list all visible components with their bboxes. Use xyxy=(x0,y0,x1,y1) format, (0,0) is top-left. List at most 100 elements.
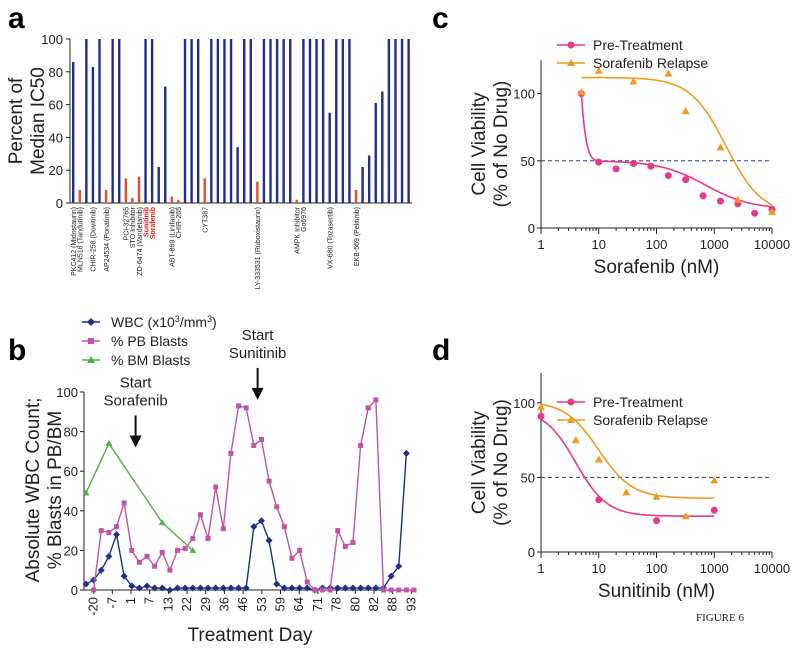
panel-letter-c: c xyxy=(432,2,449,35)
data-point xyxy=(297,547,303,553)
data-point xyxy=(114,524,120,530)
bar xyxy=(282,39,285,203)
data-point xyxy=(106,530,112,536)
legend-entry: Pre-Treatment xyxy=(593,394,683,410)
bar xyxy=(124,178,128,203)
data-point xyxy=(266,478,272,484)
bar xyxy=(321,39,325,203)
data-point xyxy=(128,582,136,590)
legend-marker xyxy=(567,41,575,49)
data-point xyxy=(204,584,212,592)
drug-label: EKB-569 (Pelitinib) xyxy=(354,207,361,266)
x-tick-label: 1 xyxy=(123,597,138,604)
legend: WBC (x103/mm3) % PB Blasts % BM Blasts xyxy=(82,314,217,368)
x-axis-title: Sunitinib (nM) xyxy=(598,581,715,602)
data-point xyxy=(327,587,333,593)
y-tick-label: 80 xyxy=(64,425,78,440)
data-point xyxy=(387,572,395,580)
x-tick-label: 10000 xyxy=(754,237,790,252)
x-tick-label: 29 xyxy=(198,597,213,611)
drug-label: VX-680 (Tozasertib) xyxy=(328,207,335,269)
data-point xyxy=(166,586,174,594)
x-tick-label: 100 xyxy=(646,561,668,576)
y-tick-label: 40 xyxy=(64,504,78,519)
legend-entry: WBC (x103/mm3) xyxy=(111,314,217,330)
fit-curve xyxy=(581,76,773,206)
drug-label: Sunitinib xyxy=(143,207,150,237)
bar xyxy=(203,178,206,203)
data-point xyxy=(97,566,105,574)
data-point xyxy=(681,512,690,520)
data-point xyxy=(395,562,403,570)
data-point xyxy=(349,584,357,592)
bar xyxy=(111,39,114,203)
x-tick-label: 10 xyxy=(592,561,606,576)
legend: Pre-Treatment Sorafenib Relapse xyxy=(557,37,708,71)
fit-curve xyxy=(540,403,715,500)
bar xyxy=(400,39,404,203)
data-point xyxy=(129,547,135,553)
data-point xyxy=(350,539,356,545)
panel-letter-a: a xyxy=(8,2,25,35)
x-tick-label: 1000 xyxy=(700,561,729,576)
data-point xyxy=(373,397,379,403)
data-point xyxy=(388,587,394,593)
x-tick-label: -20 xyxy=(86,597,101,616)
annotation-arrow-head xyxy=(251,387,264,400)
data-point xyxy=(664,69,673,77)
bar xyxy=(269,39,272,203)
y-tick-label: 100 xyxy=(41,32,63,47)
legend-entry: Pre-Treatment xyxy=(593,37,683,53)
data-point xyxy=(595,496,603,504)
drug-label: PCI-32765 xyxy=(124,207,131,241)
data-point xyxy=(595,158,603,166)
y-tick-label: 50 xyxy=(521,470,535,485)
data-point xyxy=(235,584,243,592)
drug-label: AMPK Inhibitor xyxy=(295,206,302,253)
data-point xyxy=(664,172,672,180)
bar xyxy=(137,176,141,203)
data-point xyxy=(281,524,287,530)
data-point xyxy=(181,584,189,592)
y-tick-label: 20 xyxy=(49,163,63,178)
bar xyxy=(118,39,121,203)
data-point xyxy=(98,528,104,534)
data-point xyxy=(652,492,661,500)
legend-entry: % PB Blasts xyxy=(111,333,188,349)
x-tick-label: 10 xyxy=(592,237,606,252)
y-tick-label: 100 xyxy=(56,385,78,400)
x-tick-label: 82 xyxy=(366,597,381,611)
y-tick-label: 60 xyxy=(49,98,63,113)
data-point xyxy=(143,582,151,590)
bar xyxy=(98,39,101,203)
data-point xyxy=(167,567,173,573)
bar xyxy=(262,39,266,203)
bar xyxy=(354,189,358,203)
data-point xyxy=(365,405,371,411)
data-point xyxy=(242,584,250,592)
y-axis-title: Percent ofMedian IC50 xyxy=(6,67,49,175)
x-tick-label: 64 xyxy=(291,597,306,611)
bar xyxy=(302,39,305,203)
legend-entry: % BM Blasts xyxy=(111,352,190,368)
data-point xyxy=(258,437,264,443)
bar xyxy=(249,39,252,203)
drug-label: ZD-6474 (Vandetanib) xyxy=(137,207,144,276)
data-point xyxy=(303,584,311,592)
data-point xyxy=(197,512,203,518)
data-point xyxy=(91,587,97,593)
bar xyxy=(275,39,279,203)
data-point xyxy=(342,543,348,549)
data-point xyxy=(699,192,707,200)
data-point xyxy=(289,555,295,561)
bar xyxy=(348,39,351,203)
bar xyxy=(407,39,410,203)
bar xyxy=(374,102,377,203)
y-tick-label: 50 xyxy=(521,154,535,169)
data-point xyxy=(113,531,121,539)
drug-label: ABT-869 (Linifanib) xyxy=(170,207,177,267)
data-point xyxy=(594,455,603,463)
bar xyxy=(381,91,384,203)
data-point xyxy=(274,504,280,510)
